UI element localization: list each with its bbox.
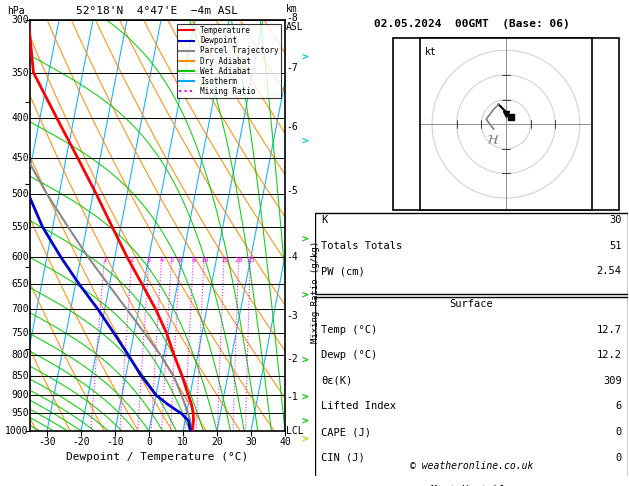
- Text: 30: 30: [245, 437, 257, 447]
- Text: >: >: [302, 289, 309, 299]
- Text: Mixing Ratio (g/kg): Mixing Ratio (g/kg): [311, 241, 320, 343]
- Text: -3: -3: [286, 312, 298, 321]
- Text: 02.05.2024  00GMT  (Base: 06): 02.05.2024 00GMT (Base: 06): [374, 19, 569, 29]
- Text: Totals Totals: Totals Totals: [321, 241, 403, 251]
- Text: 12.7: 12.7: [597, 325, 621, 334]
- Text: 900: 900: [11, 390, 29, 400]
- Text: 800: 800: [11, 350, 29, 360]
- Text: -20: -20: [72, 437, 90, 447]
- Text: >: >: [302, 415, 309, 425]
- Text: >: >: [302, 52, 309, 62]
- Text: 12.2: 12.2: [597, 350, 621, 360]
- Text: θε(K): θε(K): [321, 376, 352, 386]
- Text: 25: 25: [247, 257, 255, 262]
- Text: 0: 0: [616, 427, 621, 437]
- Bar: [315, 483, 628, 486]
- Bar: [393, 38, 618, 210]
- Text: Temp (°C): Temp (°C): [321, 325, 377, 334]
- Text: Dewp (°C): Dewp (°C): [321, 350, 377, 360]
- Text: -8: -8: [286, 13, 298, 23]
- Text: 2: 2: [130, 257, 134, 262]
- X-axis label: Dewpoint / Temperature (°C): Dewpoint / Temperature (°C): [67, 452, 248, 462]
- Text: >: >: [302, 354, 309, 364]
- Text: -30: -30: [38, 437, 56, 447]
- Text: -2: -2: [286, 354, 298, 364]
- Text: 6: 6: [616, 401, 621, 412]
- Text: >: >: [302, 136, 309, 145]
- Text: -4: -4: [286, 252, 298, 261]
- Text: 20: 20: [235, 257, 243, 262]
- Text: 30: 30: [610, 215, 621, 225]
- Text: >: >: [302, 233, 309, 243]
- Text: 3: 3: [147, 257, 151, 262]
- Text: PW (cm): PW (cm): [321, 266, 365, 277]
- Text: Lifted Index: Lifted Index: [321, 401, 396, 412]
- Text: -6: -6: [286, 122, 298, 132]
- Text: CIN (J): CIN (J): [321, 452, 365, 463]
- Text: 1000: 1000: [5, 426, 29, 436]
- Text: 51: 51: [610, 241, 621, 251]
- Text: 10: 10: [200, 257, 208, 262]
- Text: 4: 4: [160, 257, 164, 262]
- Text: 10: 10: [177, 437, 189, 447]
- Text: 6: 6: [178, 257, 182, 262]
- Text: © weatheronline.co.uk: © weatheronline.co.uk: [410, 461, 533, 471]
- Text: 950: 950: [11, 409, 29, 418]
- Text: 15: 15: [220, 257, 228, 262]
- Text: 2.54: 2.54: [597, 266, 621, 277]
- Text: 8: 8: [191, 257, 196, 262]
- Text: 52°18'N  4°47'E  −4m ASL: 52°18'N 4°47'E −4m ASL: [77, 6, 238, 16]
- Text: 5: 5: [169, 257, 174, 262]
- Text: K: K: [321, 215, 328, 225]
- Text: km: km: [286, 4, 298, 14]
- Text: 400: 400: [11, 113, 29, 123]
- Text: 550: 550: [11, 222, 29, 232]
- Text: 850: 850: [11, 370, 29, 381]
- Text: >: >: [302, 434, 309, 444]
- Text: 450: 450: [11, 154, 29, 163]
- Text: -5: -5: [286, 186, 298, 196]
- Text: 600: 600: [11, 252, 29, 261]
- Text: 40: 40: [279, 437, 291, 447]
- Legend: Temperature, Dewpoint, Parcel Trajectory, Dry Adiabat, Wet Adiabat, Isotherm, Mi: Temperature, Dewpoint, Parcel Trajectory…: [177, 24, 281, 98]
- Text: 20: 20: [211, 437, 223, 447]
- Text: -1: -1: [286, 392, 298, 402]
- Bar: [315, 296, 628, 481]
- Bar: [315, 213, 628, 294]
- Text: -10: -10: [106, 437, 124, 447]
- Text: 500: 500: [11, 190, 29, 199]
- Text: 0: 0: [146, 437, 152, 447]
- Text: 300: 300: [11, 15, 29, 25]
- Text: >: >: [302, 392, 309, 402]
- Text: 0: 0: [616, 452, 621, 463]
- Text: CAPE (J): CAPE (J): [321, 427, 371, 437]
- Text: 700: 700: [11, 304, 29, 314]
- Text: LCL: LCL: [286, 426, 304, 436]
- Text: 350: 350: [11, 68, 29, 78]
- Text: $\mathcal{H}$: $\mathcal{H}$: [486, 133, 500, 147]
- Text: hPa: hPa: [7, 6, 25, 16]
- Text: 309: 309: [603, 376, 621, 386]
- Text: ASL: ASL: [286, 22, 304, 32]
- Text: 650: 650: [11, 279, 29, 289]
- Text: kt: kt: [425, 47, 437, 56]
- Text: 1: 1: [103, 257, 107, 262]
- Text: -7: -7: [286, 63, 298, 73]
- Text: Surface: Surface: [450, 299, 493, 309]
- Text: 750: 750: [11, 328, 29, 338]
